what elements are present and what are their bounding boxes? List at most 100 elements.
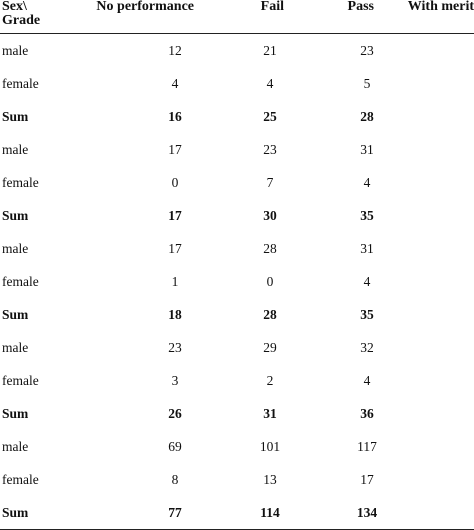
cell-pass: 32 (360, 339, 374, 355)
header-no-performance: No performance (70, 0, 210, 34)
cell-fail: 114 (210, 496, 292, 530)
table-row: female 4 4 53 (0, 67, 474, 100)
header-with-merit: With merit (384, 0, 474, 34)
cell-with-merit: 4 (384, 166, 474, 199)
table-row: female 8 13 17 13 (0, 463, 474, 496)
row-label: Sum (2, 108, 29, 124)
cell-no-performance: 12 (168, 42, 182, 58)
cell-no-performance: 77 (70, 496, 210, 530)
cell-fail: 25 (263, 108, 277, 124)
table-row: male 23 29 32 13 (0, 331, 474, 364)
cell-with-merit: 13 (384, 463, 474, 496)
row-label: Sum (2, 306, 29, 322)
row-label: male (2, 42, 29, 58)
cell-pass: 35 (360, 207, 374, 223)
cell-pass: 4 (363, 372, 371, 388)
row-label: Sum (2, 207, 29, 223)
cell-fail: 29 (263, 339, 277, 355)
cell-no-performance: 23 (168, 339, 182, 355)
row-label: male (2, 438, 29, 454)
cell-fail: 0 (266, 273, 274, 289)
cell-pass: 5 (363, 75, 371, 91)
cell-no-performance: 17 (168, 240, 182, 256)
cell-no-performance: 17 (168, 207, 182, 223)
cell-with-merit: 19 (384, 298, 474, 331)
sum-row: Sum7711413482 (0, 496, 474, 530)
table-row: male 12 21 23 18 (0, 34, 474, 68)
sum-row: Sum 18 28 35 19 (0, 298, 474, 331)
cell-with-merit: 16 (384, 397, 474, 430)
cell-fail: 28 (263, 240, 277, 256)
cell-no-performance: 18 (168, 306, 182, 322)
cell-pass: 36 (360, 405, 374, 421)
table-row: male 17 23 31 22 (0, 133, 474, 166)
cell-with-merit: 13 (384, 331, 474, 364)
cell-pass: 4 (363, 174, 371, 190)
sum-row: Sum 16 25 28 21 (0, 100, 474, 133)
row-label: female (2, 471, 39, 487)
table-row: female 1 0 43 (0, 265, 474, 298)
table-row: female 0 7 44 (0, 166, 474, 199)
header-sex-grade: Sex\ Grade (0, 0, 70, 34)
cell-with-merit: 3 (384, 364, 474, 397)
row-label: female (2, 372, 39, 388)
row-label: Sum (0, 496, 70, 530)
cell-with-merit: 3 (384, 67, 474, 100)
sum-row: Sum 17 30 35 26 (0, 199, 474, 232)
cell-pass: 28 (360, 108, 374, 124)
cell-fail: 13 (263, 471, 277, 487)
cell-pass: 23 (360, 42, 374, 58)
row-label: female (2, 174, 39, 190)
cell-no-performance: 26 (168, 405, 182, 421)
cell-fail: 28 (263, 306, 277, 322)
cell-pass: 17 (360, 471, 374, 487)
cell-fail: 23 (263, 141, 277, 157)
table-row: male 17 28 31 16 (0, 232, 474, 265)
cell-with-merit: 82 (384, 496, 474, 530)
cell-no-performance: 4 (171, 75, 179, 91)
cell-fail: 2 (266, 372, 274, 388)
row-label: Sum (2, 405, 29, 421)
cell-fail: 21 (263, 42, 277, 58)
cell-fail: 7 (266, 174, 274, 190)
table-row: male 69 101 117 69 (0, 430, 474, 463)
row-label: male (2, 339, 29, 355)
sum-row: Sum 26 31 36 16 (0, 397, 474, 430)
table-header: Sex\ Grade No performance Fail Pass With… (0, 0, 474, 34)
cell-fail: 31 (263, 405, 277, 421)
cell-no-performance: 3 (171, 372, 179, 388)
header-fail: Fail (210, 0, 292, 34)
cell-with-merit: 26 (384, 199, 474, 232)
cell-no-performance: 0 (171, 174, 179, 190)
cell-no-performance: 8 (171, 471, 179, 487)
row-label: male (2, 141, 29, 157)
row-label: female (2, 75, 39, 91)
cell-with-merit: 21 (384, 100, 474, 133)
cell-no-performance: 16 (168, 108, 182, 124)
cell-fail: 30 (263, 207, 277, 223)
cell-no-performance: 1 (171, 273, 179, 289)
cell-pass: 35 (360, 306, 374, 322)
cell-pass: 31 (360, 240, 374, 256)
header-row: Sex\ Grade No performance Fail Pass With… (0, 0, 474, 34)
cell-no-performance: 69 (168, 438, 182, 454)
cell-with-merit: 22 (384, 133, 474, 166)
cell-with-merit: 69 (384, 430, 474, 463)
cell-pass: 117 (357, 438, 377, 454)
row-label: male (2, 240, 29, 256)
cell-pass: 31 (360, 141, 374, 157)
cell-fail: 101 (259, 438, 281, 454)
cell-with-merit: 3 (384, 265, 474, 298)
row-label: female (2, 273, 39, 289)
table-row: female3243 (0, 364, 474, 397)
cell-no-performance: 17 (168, 141, 182, 157)
header-pass: Pass (292, 0, 384, 34)
cell-pass: 134 (292, 496, 384, 530)
cell-with-merit: 16 (384, 232, 474, 265)
cell-with-merit: 18 (384, 34, 474, 68)
cell-fail: 4 (266, 75, 274, 91)
cell-pass: 4 (363, 273, 371, 289)
table-body: male12212318female4453Sum16252821male172… (0, 34, 474, 530)
